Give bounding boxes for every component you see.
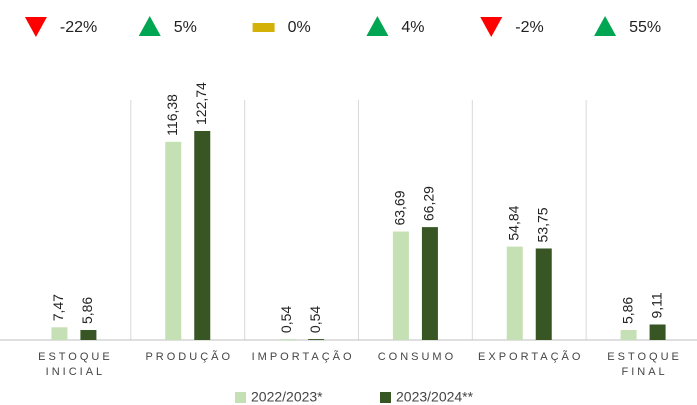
x-tick-label: ESTOQUE INICIAL — [38, 351, 113, 378]
change-icon — [24, 17, 47, 37]
x-tick-label: ESTOQUE FINAL — [607, 351, 682, 378]
change-icon — [480, 17, 503, 37]
value-label: 0,54 — [307, 306, 323, 333]
change-icon — [252, 23, 275, 32]
change-label: -22% — [60, 19, 97, 36]
value-label: 63,69 — [392, 190, 408, 225]
bar — [51, 327, 68, 340]
value-label: 53,75 — [534, 207, 550, 242]
x-tick-line: IMPORTAÇÃO — [252, 350, 355, 363]
bar — [506, 246, 523, 340]
value-label: 122,74 — [193, 82, 209, 125]
change-label: 0% — [288, 19, 311, 36]
x-tick-line: ESTOQUE — [607, 351, 682, 363]
value-label: 7,47 — [50, 294, 66, 321]
bar — [620, 330, 637, 340]
change-label: -2% — [515, 19, 543, 36]
value-label: 5,86 — [619, 297, 635, 324]
change-label: 5% — [174, 19, 197, 36]
value-label: 54,84 — [505, 205, 521, 240]
x-tick-line: INICIAL — [46, 366, 106, 378]
bar — [165, 141, 182, 340]
bar — [392, 231, 409, 340]
legend-label: 2022/2023* — [251, 389, 323, 405]
x-tick-line: EXPORTAÇÃO — [478, 350, 583, 363]
change-label: 55% — [629, 19, 661, 36]
x-tick-label: CONSUMO — [378, 351, 456, 363]
value-label: 116,38 — [164, 94, 180, 136]
bar — [194, 130, 211, 340]
legend-swatch — [380, 392, 391, 403]
legend-swatch — [235, 392, 246, 403]
bar — [279, 339, 296, 340]
bar — [421, 227, 438, 340]
value-label: 66,29 — [421, 186, 437, 221]
legend-label: 2023/2024** — [396, 389, 474, 405]
change-icon — [594, 16, 617, 36]
x-tick-label: EXPORTAÇÃO — [478, 350, 583, 363]
x-tick-line: FINAL — [621, 366, 667, 378]
value-label: 5,86 — [79, 297, 95, 324]
bar — [308, 339, 325, 340]
x-tick-line: CONSUMO — [378, 351, 456, 363]
bar — [649, 324, 666, 340]
change-label: 4% — [401, 19, 424, 36]
value-label: 9,11 — [648, 292, 664, 318]
change-icon — [366, 16, 389, 36]
bar — [535, 248, 552, 340]
x-tick-label: PRODUÇÃO — [145, 350, 233, 363]
bar — [80, 330, 97, 340]
value-label: 0,54 — [278, 306, 294, 333]
x-tick-line: ESTOQUE — [38, 351, 113, 363]
x-tick-line: PRODUÇÃO — [145, 350, 233, 363]
x-tick-label: IMPORTAÇÃO — [252, 350, 355, 363]
change-icon — [138, 16, 161, 36]
